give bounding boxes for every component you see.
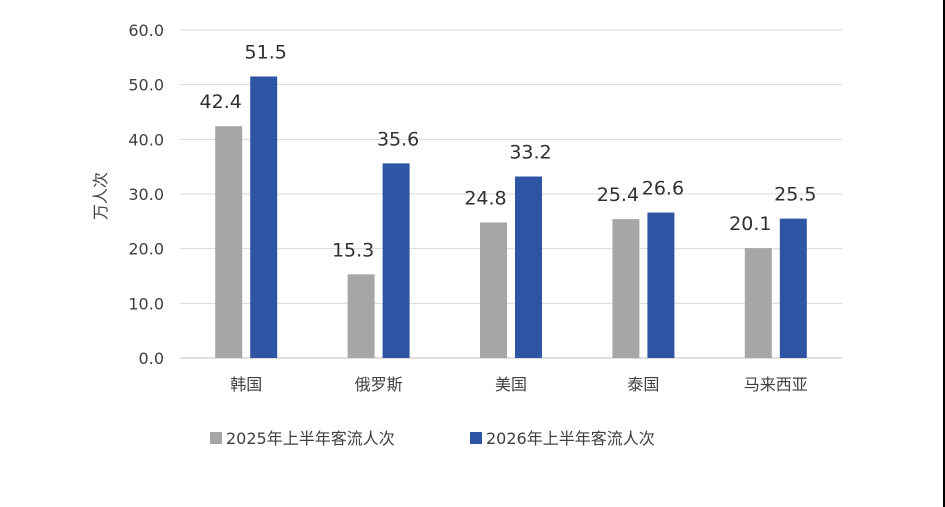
x-category-label: 美国 — [495, 375, 527, 394]
bar-2026-4 — [779, 218, 807, 358]
frame-edge — [943, 0, 945, 507]
x-category-label: 泰国 — [627, 375, 659, 394]
gridlines — [180, 29, 842, 359]
data-label: 33.2 — [509, 142, 551, 164]
bar-2025-1 — [347, 274, 375, 358]
bar-2026-0 — [250, 76, 278, 358]
bar-2025-2 — [480, 222, 507, 358]
data-label: 51.5 — [245, 41, 287, 63]
data-labels: 42.4 51.5 15.3 35.6 24.8 33.2 25.4 26.6 20.125.5 — [200, 41, 817, 261]
x-category-label: 俄罗斯 — [355, 375, 403, 394]
data-label: 20.1 — [729, 213, 771, 235]
data-label: 24.8 — [464, 187, 506, 209]
y-axis-ticks: 0.0 10.0 20.0 30.0 40.0 50.0 60.0 — [128, 21, 164, 368]
y-tick-label: 50.0 — [128, 76, 164, 95]
x-axis-categories: 韩国 俄罗斯 美国 泰国 马来西亚 — [230, 375, 808, 394]
y-tick-label: 60.0 — [128, 21, 164, 40]
data-label: 42.4 — [200, 91, 242, 113]
y-tick-label: 40.0 — [128, 130, 164, 149]
data-label: 35.6 — [377, 128, 419, 150]
legend: 2025年上半年客流人次 2026年上半年客流人次 — [210, 429, 655, 448]
data-label: 25.5 — [774, 184, 816, 206]
x-category-label: 马来西亚 — [744, 375, 808, 394]
legend-swatch — [210, 432, 222, 444]
y-tick-label: 20.0 — [128, 240, 164, 259]
bar-2026-2 — [515, 176, 542, 358]
bar-2025-0 — [215, 126, 243, 358]
bars — [215, 76, 807, 358]
data-label: 26.6 — [642, 178, 684, 200]
x-category-label: 韩国 — [230, 375, 262, 394]
y-tick-label: 30.0 — [128, 185, 164, 204]
y-axis-label: 万人次 — [91, 172, 110, 220]
y-tick-label: 10.0 — [128, 294, 164, 313]
data-label: 25.4 — [597, 184, 639, 206]
legend-label: 2025年上半年客流人次 — [226, 429, 395, 448]
bar-2026-3 — [647, 212, 675, 358]
bar-2025-4 — [744, 248, 772, 358]
legend-label: 2026年上半年客流人次 — [486, 429, 655, 448]
y-tick-label: 0.0 — [139, 349, 164, 368]
data-label: 15.3 — [332, 239, 374, 261]
bar-2025-3 — [612, 219, 640, 358]
bar-2026-1 — [382, 163, 410, 358]
legend-swatch — [470, 432, 482, 444]
